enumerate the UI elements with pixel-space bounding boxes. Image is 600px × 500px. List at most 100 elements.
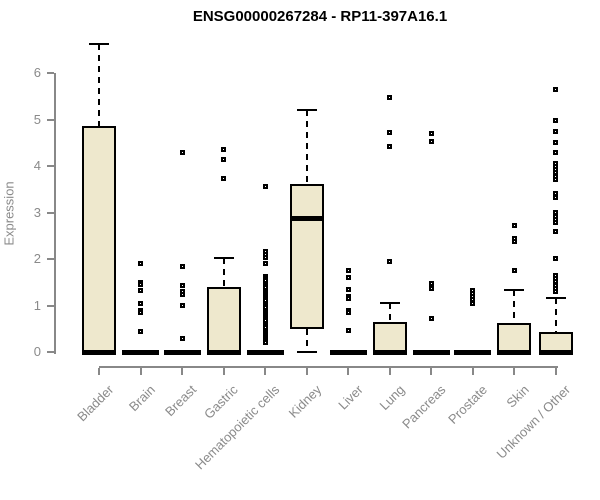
outlier-point [387, 143, 392, 149]
x-axis-tick [388, 368, 391, 375]
outlier-point [428, 138, 434, 144]
whisker-line [388, 303, 391, 322]
median-line [454, 349, 491, 355]
outlier-point [179, 282, 185, 288]
y-tick-label: 4 [33, 158, 41, 173]
outlier-point [553, 194, 558, 200]
whisker-cap [379, 302, 400, 305]
outlier-point [553, 220, 558, 226]
x-axis-tick [222, 368, 225, 375]
x-axis-tick [430, 368, 432, 375]
outlier-point [511, 267, 517, 273]
x-axis-tick [471, 368, 474, 375]
outlier-point [428, 285, 434, 291]
whisker-cap [89, 43, 109, 46]
outlier-point [511, 222, 517, 228]
box [372, 321, 407, 352]
outlier-point [138, 300, 143, 306]
outlier-point [553, 177, 558, 183]
outlier-point [179, 335, 185, 341]
x-category-label: Kidney [285, 382, 325, 421]
y-axis-tick [47, 72, 54, 74]
median-line [206, 349, 241, 355]
whisker-line [513, 290, 515, 323]
outlier-point [511, 238, 517, 244]
outlier-point [428, 280, 434, 286]
outlier-point [553, 117, 558, 123]
outlier-point [553, 149, 558, 155]
x-axis-line [99, 366, 558, 368]
x-axis-tick [305, 368, 308, 375]
median-line [538, 349, 573, 355]
outlier-point [262, 184, 268, 190]
x-axis-tick [513, 368, 515, 375]
y-axis-line [54, 73, 56, 354]
median-line [372, 349, 407, 355]
outlier-point [345, 296, 351, 302]
outlier-point [179, 302, 185, 308]
x-category-label: Prostate [445, 382, 491, 427]
y-tick-label: 0 [33, 344, 41, 359]
whisker-cap [504, 289, 524, 292]
outlier-point [553, 128, 558, 134]
whisker-cap [296, 109, 317, 112]
x-axis-tick [264, 368, 266, 375]
outlier-point [262, 254, 268, 260]
outlier-point [179, 292, 185, 298]
outlier-point [221, 175, 226, 181]
median-line [246, 349, 284, 355]
outlier-point [262, 261, 268, 267]
outlier-point [553, 139, 558, 145]
whisker-cap [213, 257, 234, 260]
outlier-point [179, 264, 185, 270]
box [206, 286, 241, 352]
outlier-point [221, 146, 226, 152]
outlier-point [345, 309, 351, 315]
outlier-point [428, 315, 434, 321]
outlier-point [345, 275, 351, 281]
x-category-label: Gastric [201, 382, 242, 422]
x-category-label: Unknown / Other [493, 382, 574, 462]
box [289, 183, 324, 329]
y-tick-label: 5 [33, 111, 41, 127]
outlier-point [387, 258, 392, 264]
median-line [163, 349, 201, 355]
x-category-label: Lung [376, 382, 408, 414]
outlier-point [221, 156, 226, 162]
x-category-label: Skin [503, 382, 532, 411]
y-tick-label: 3 [33, 204, 41, 220]
x-category-label: Bladder [74, 382, 117, 425]
median-line [82, 349, 116, 355]
outlier-point [179, 149, 185, 155]
x-axis-tick [347, 368, 349, 375]
y-tick-label: 2 [33, 251, 41, 266]
whisker-line [98, 44, 100, 127]
outlier-point [387, 130, 392, 136]
x-category-label: Breast [162, 382, 200, 420]
outlier-point [553, 289, 558, 295]
y-axis-tick [47, 304, 54, 307]
x-category-label: Pancreas [399, 382, 449, 432]
outlier-point [428, 130, 434, 136]
outlier-point [470, 301, 475, 307]
chart-title: ENSG00000267284 - RP11-397A16.1 [192, 8, 448, 25]
median-line [497, 349, 531, 355]
y-axis-tick [47, 165, 54, 167]
outlier-point [553, 255, 558, 261]
median-line [329, 349, 367, 355]
outlier-point [345, 327, 351, 333]
whisker-cap [296, 351, 317, 353]
outlier-point [553, 86, 558, 92]
y-tick-label: 6 [33, 65, 41, 80]
median-line [412, 349, 450, 355]
outlier-point [138, 328, 143, 334]
outlier-point [345, 286, 351, 292]
box [497, 322, 531, 352]
box [82, 126, 116, 352]
y-axis-tick [47, 258, 54, 260]
median-line [289, 215, 324, 221]
median-line [122, 349, 159, 355]
outlier-point [387, 94, 392, 100]
outlier-point [553, 228, 558, 234]
y-axis-tick [47, 351, 54, 353]
